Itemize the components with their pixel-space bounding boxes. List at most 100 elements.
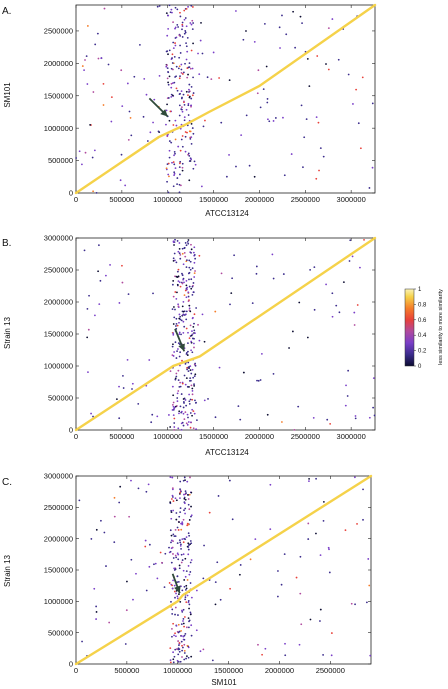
band-point [192,132,195,135]
band-point [173,634,175,637]
similarity-point [220,121,223,124]
band-point [192,167,195,170]
similarity-point [269,483,272,486]
band-point [178,166,181,169]
band-point [187,350,189,353]
arrow-head [174,585,181,594]
similarity-point [86,25,89,27]
band-point [187,503,190,506]
band-point [178,242,181,244]
similarity-point [121,264,123,267]
similarity-point [214,603,217,606]
band-point [174,613,176,616]
band-point [179,660,182,663]
similarity-point [331,292,334,295]
band-point [179,491,182,494]
x-tick-label: 1500000 [199,432,228,441]
band-point [187,542,190,545]
band-point [172,333,175,336]
band-point [187,416,189,419]
band-point [188,62,191,65]
band-point [177,640,180,642]
band-point [179,315,182,318]
band-point [175,65,178,68]
similarity-point [120,69,123,72]
band-point [179,364,181,367]
band-point [190,515,192,518]
band-point [187,94,189,97]
similarity-point [174,167,177,169]
similarity-point [75,157,78,159]
similarity-point [348,260,351,262]
similarity-point [368,187,371,189]
similarity-point [124,184,127,187]
similarity-point [318,169,320,172]
band-point [192,22,195,24]
y-tick-label: 500000 [48,628,73,637]
band-point [178,34,181,37]
similarity-point [303,136,306,139]
similarity-point [368,416,371,419]
band-point [181,274,184,277]
band-point [185,58,188,61]
band-point [184,363,187,365]
band-point [184,255,187,258]
similarity-point [242,38,245,41]
band-point [178,77,181,80]
similarity-point [326,418,329,421]
band-point [190,85,193,88]
similarity-point [368,584,371,587]
similarity-point [97,57,100,60]
similarity-point [299,15,302,18]
similarity-point [299,555,302,558]
band-point [173,171,176,174]
band-point [191,414,193,417]
band-point [177,553,180,556]
band-point [178,333,181,336]
similarity-point [97,270,100,273]
band-point [178,104,181,107]
band-point [181,36,184,38]
band-point [191,67,194,70]
similarity-point [206,76,209,79]
band-point [175,592,177,595]
band-point [170,534,173,537]
band-point [189,260,192,263]
band-point [166,50,169,53]
band-point [191,6,194,8]
band-point [172,47,175,50]
similarity-point [88,294,90,297]
band-point [180,640,183,643]
similarity-point [166,67,169,70]
band-point [178,641,181,644]
similarity-point [113,515,116,518]
band-point [186,480,189,483]
band-point [190,505,192,508]
band-point [181,73,184,75]
band-point [183,32,186,35]
band-point [174,37,177,39]
band-point [168,175,170,178]
band-point [191,267,194,270]
band-point [177,529,180,531]
similarity-point [89,123,92,126]
band-point [183,251,186,254]
panel-b-ylabel: Strain 13 [3,316,12,349]
band-point [183,18,186,21]
similarity-point [201,52,204,55]
similarity-point [113,541,116,544]
band-point [174,606,177,609]
band-point [165,12,168,15]
band-point [180,634,183,637]
similarity-point [196,419,198,422]
similarity-point [214,581,217,584]
band-point [178,593,180,596]
band-point [174,648,177,651]
band-point [181,359,183,362]
band-point [171,488,174,491]
similarity-point [156,5,159,8]
band-point [167,28,170,30]
similarity-point [144,539,147,542]
band-point [178,521,180,523]
band-point [179,351,182,354]
